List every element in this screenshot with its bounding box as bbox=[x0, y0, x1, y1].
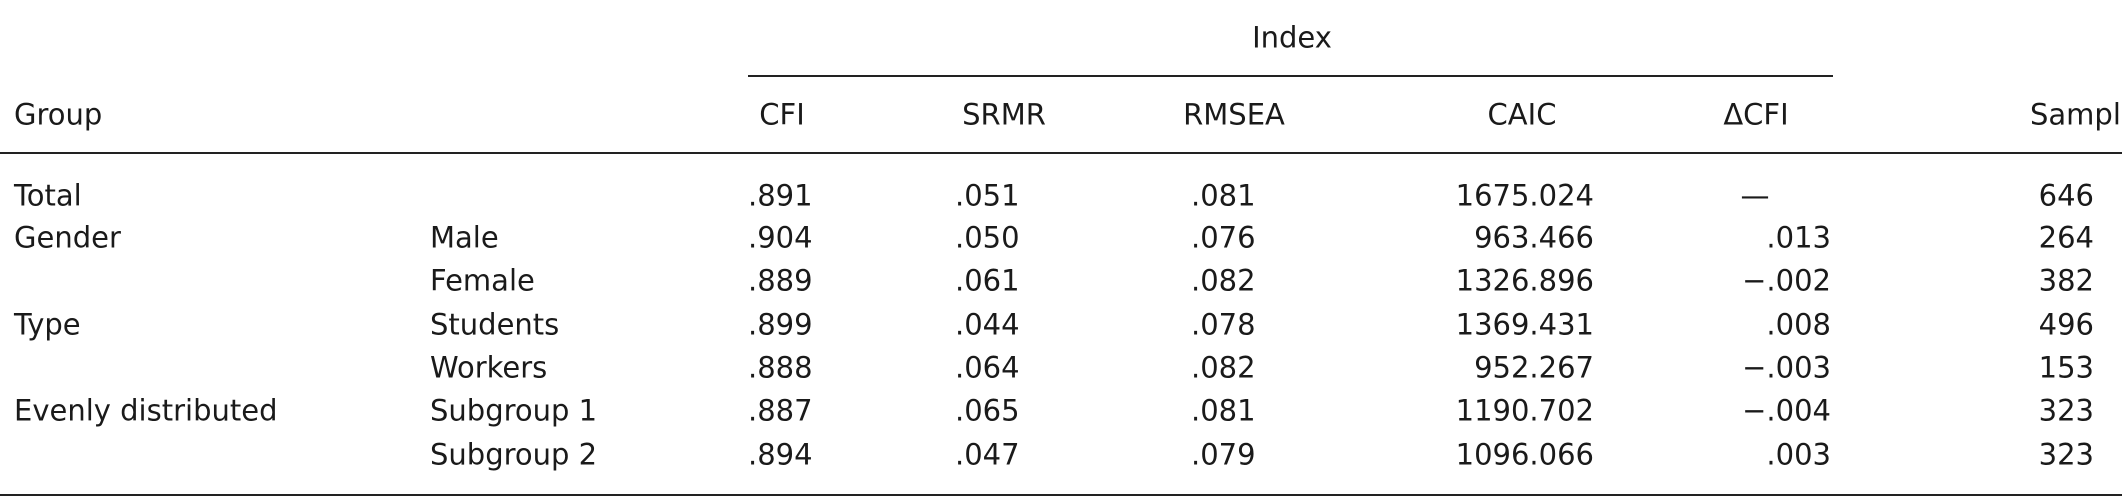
row-label: Students bbox=[430, 307, 560, 342]
cell: 1369.431 bbox=[1455, 307, 1594, 342]
spanner-label: Index bbox=[1252, 20, 1332, 55]
cell: 1190.702 bbox=[1455, 393, 1594, 428]
column-header: Group bbox=[14, 97, 103, 132]
cell: 963.466 bbox=[1474, 220, 1594, 255]
bottom-rule bbox=[0, 494, 2122, 496]
cell: .050 bbox=[955, 220, 1020, 255]
cell: .061 bbox=[955, 263, 1020, 298]
cell: .888 bbox=[748, 350, 813, 385]
column-header: RMSEA bbox=[1183, 97, 1285, 132]
cell: 1326.896 bbox=[1455, 263, 1594, 298]
cell: .081 bbox=[1191, 178, 1256, 213]
column-header: Sample Si bbox=[2030, 97, 2122, 132]
row-label: Gender bbox=[14, 220, 121, 255]
row-label: Type bbox=[14, 307, 81, 342]
cell: 1096.066 bbox=[1455, 437, 1594, 472]
cell: −.004 bbox=[1742, 393, 1831, 428]
cell: .889 bbox=[748, 263, 813, 298]
header-rule bbox=[0, 152, 2122, 154]
cell: .891 bbox=[748, 178, 813, 213]
cell: .887 bbox=[748, 393, 813, 428]
cell: .065 bbox=[955, 393, 1020, 428]
cell: 646 bbox=[2038, 178, 2094, 213]
cell: .904 bbox=[748, 220, 813, 255]
row-label: Subgroup 2 bbox=[430, 437, 598, 472]
cell: 323 bbox=[2038, 393, 2094, 428]
row-label: Female bbox=[430, 263, 535, 298]
cell: .051 bbox=[955, 178, 1020, 213]
cell: .081 bbox=[1191, 393, 1256, 428]
cell: .894 bbox=[748, 437, 813, 472]
cell: −.003 bbox=[1742, 350, 1831, 385]
cell: .013 bbox=[1766, 220, 1831, 255]
cell: .899 bbox=[748, 307, 813, 342]
cell: 264 bbox=[2038, 220, 2094, 255]
row-label: Male bbox=[430, 220, 499, 255]
cell: 1675.024 bbox=[1455, 178, 1594, 213]
cell: .082 bbox=[1191, 263, 1256, 298]
row-label: Total bbox=[14, 178, 82, 213]
cell: .082 bbox=[1191, 350, 1256, 385]
column-header: ΔCFI bbox=[1723, 97, 1789, 132]
cell: .003 bbox=[1766, 437, 1831, 472]
cell: .078 bbox=[1191, 307, 1256, 342]
cell: 496 bbox=[2038, 307, 2094, 342]
column-header: SRMR bbox=[962, 97, 1046, 132]
cell: .079 bbox=[1191, 437, 1256, 472]
column-header: CAIC bbox=[1487, 97, 1557, 132]
cell: −.002 bbox=[1742, 263, 1831, 298]
cell: .047 bbox=[955, 437, 1020, 472]
cell: 952.267 bbox=[1474, 350, 1594, 385]
row-label: Evenly distributed bbox=[14, 393, 278, 428]
cell: 323 bbox=[2038, 437, 2094, 472]
spanner-rule bbox=[748, 75, 1833, 77]
cell: — bbox=[1740, 178, 1770, 213]
cell: 153 bbox=[2038, 350, 2094, 385]
cell: .044 bbox=[955, 307, 1020, 342]
cell: 382 bbox=[2038, 263, 2094, 298]
column-header: CFI bbox=[759, 97, 805, 132]
row-label: Subgroup 1 bbox=[430, 393, 598, 428]
row-label: Workers bbox=[430, 350, 548, 385]
cell: .008 bbox=[1766, 307, 1831, 342]
cell: .076 bbox=[1191, 220, 1256, 255]
cell: .064 bbox=[955, 350, 1020, 385]
